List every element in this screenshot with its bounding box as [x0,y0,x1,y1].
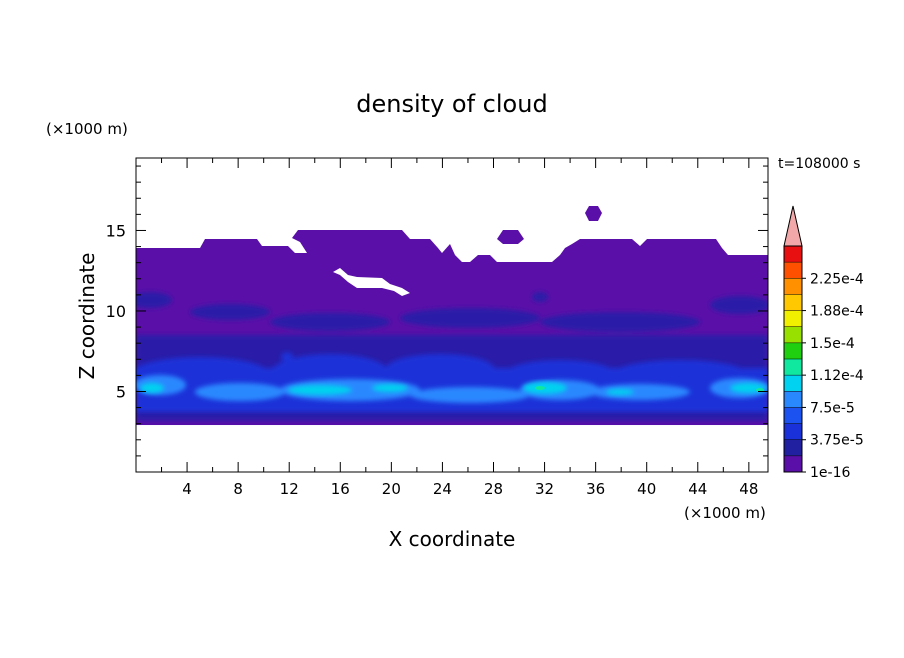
chart-title: density of cloud [356,90,547,118]
colorbar: 1e-16 3.75e-5 7.5e-5 1.12e-4 1.5e-4 1.88e-4 2.… [783,205,864,481]
x-tick-label: 8 [233,480,243,498]
x-tick-label: 32 [535,480,554,498]
colorbar-swatch [784,326,802,343]
x-tick-label: 16 [331,480,350,498]
x-unit-label: (×1000 m) [684,504,766,522]
colorbar-tick-label: 3.75e-5 [810,433,864,449]
colorbar-tick-label: 1.88e-4 [810,304,864,320]
y-tick-label: 15 [106,221,126,240]
x-tick-label: 20 [382,480,401,498]
y-unit-label: (×1000 m) [46,120,128,138]
colorbar-swatch [784,423,802,440]
contour-level-2 [136,352,768,412]
x-tick-label: 36 [586,480,605,498]
colorbar-swatch [784,407,802,424]
colorbar-swatch [784,294,802,311]
x-tick-label: 44 [688,480,707,498]
colorbar-swatch [784,391,802,408]
contour-puff-1 [497,230,524,244]
x-tick-label: 4 [182,480,192,498]
time-label: t=108000 s [778,156,860,172]
y-tick-label: 5 [116,382,126,401]
plot-frame [135,157,769,473]
colorbar-swatch [784,359,802,376]
y-tick-label: 10 [106,302,126,321]
colorbar-swatch [784,262,802,279]
x-axis-label: X coordinate [389,527,516,551]
colorbar-tick-label: 1.5e-4 [810,336,855,352]
x-tick-label: 40 [637,480,656,498]
contour-puff-2 [585,206,602,221]
colorbar-swatch [784,278,802,295]
colorbar-overflow-arrow [783,205,803,247]
x-tick-label: 28 [484,480,503,498]
x-axis-ticks: 4 8 12 16 20 24 28 32 36 40 44 48 [161,158,758,498]
colorbar-swatch [784,375,802,392]
colorbar-swatch [784,342,802,359]
colorbar-swatch [784,439,802,456]
colorbar-tick-label: 7.5e-5 [810,400,855,416]
y-axis-ticks: 5 10 15 [106,165,768,457]
plot-area [136,206,768,425]
colorbar-swatch [784,455,802,472]
x-tick-label: 12 [280,480,299,498]
x-tick-label: 24 [433,480,452,498]
clear-gap [333,268,410,296]
colorbar-swatch [784,310,802,327]
y-axis-label: Z coordinate [75,253,99,380]
colorbar-tick-label: 1e-16 [810,465,850,481]
colorbar-swatch [784,246,802,263]
x-tick-label: 48 [739,480,758,498]
colorbar-tick-label: 1.12e-4 [810,368,864,384]
colorbar-tick-label: 2.25e-4 [810,271,864,287]
